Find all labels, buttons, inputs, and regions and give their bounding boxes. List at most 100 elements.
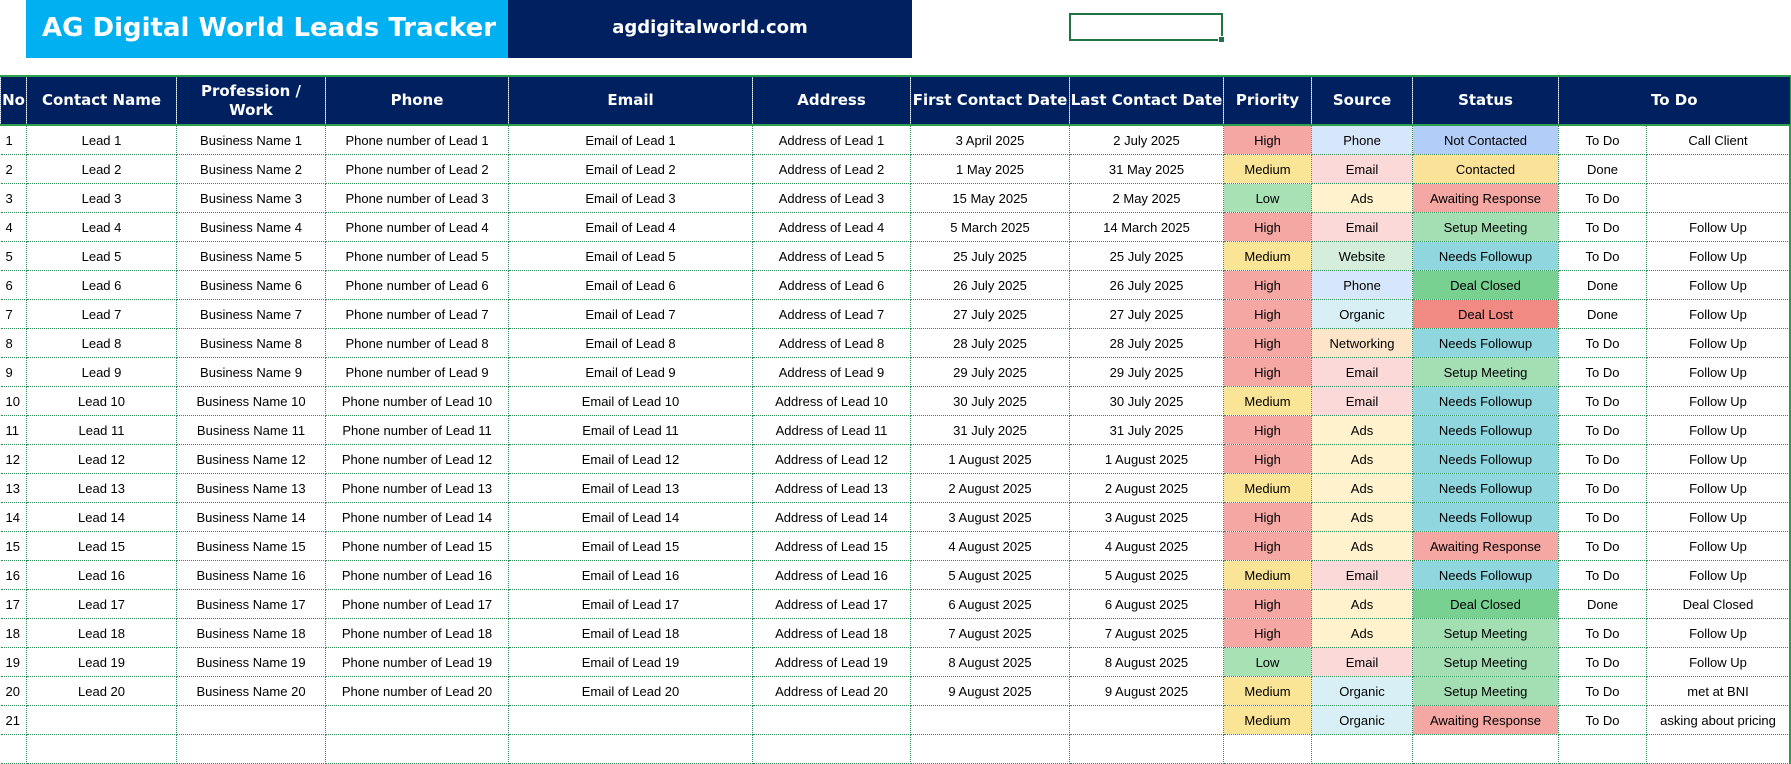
- cell-no[interactable]: 19: [0, 647, 27, 677]
- cell-status[interactable]: Setup Meeting: [1412, 647, 1559, 677]
- cell-todo[interactable]: To Do: [1558, 357, 1647, 387]
- col-header-address[interactable]: Address: [752, 77, 911, 126]
- cell-priority[interactable]: High: [1223, 125, 1312, 155]
- cell-email[interactable]: Email of Lead 19: [508, 647, 753, 677]
- cell-address[interactable]: Address of Lead 6: [752, 270, 911, 300]
- cell-contact-name[interactable]: Lead 5: [26, 241, 177, 271]
- cell-todo[interactable]: [1558, 734, 1647, 764]
- cell-address[interactable]: Address of Lead 15: [752, 531, 911, 561]
- cell-contact-name[interactable]: Lead 3: [26, 183, 177, 213]
- cell-no[interactable]: [0, 734, 27, 764]
- cell-last-contact[interactable]: 28 July 2025: [1069, 328, 1224, 358]
- cell-todo[interactable]: Done: [1558, 299, 1647, 329]
- cell-todo[interactable]: To Do: [1558, 618, 1647, 648]
- cell-note[interactable]: Follow Up: [1646, 560, 1790, 590]
- cell-address[interactable]: Address of Lead 8: [752, 328, 911, 358]
- cell-source[interactable]: Organic: [1311, 299, 1413, 329]
- cell-profession[interactable]: Business Name 6: [176, 270, 326, 300]
- cell-note[interactable]: Call Client: [1646, 125, 1790, 155]
- cell-last-contact[interactable]: 8 August 2025: [1069, 647, 1224, 677]
- cell-status[interactable]: Deal Closed: [1412, 589, 1559, 619]
- cell-last-contact[interactable]: 7 August 2025: [1069, 618, 1224, 648]
- cell-status[interactable]: Needs Followup: [1412, 415, 1559, 445]
- cell-no[interactable]: 17: [0, 589, 27, 619]
- cell-last-contact[interactable]: 25 July 2025: [1069, 241, 1224, 271]
- cell-todo[interactable]: To Do: [1558, 386, 1647, 416]
- cell-last-contact[interactable]: 30 July 2025: [1069, 386, 1224, 416]
- cell-priority[interactable]: High: [1223, 531, 1312, 561]
- cell-priority[interactable]: High: [1223, 444, 1312, 474]
- cell-note[interactable]: Follow Up: [1646, 415, 1790, 445]
- cell-contact-name[interactable]: Lead 17: [26, 589, 177, 619]
- cell-profession[interactable]: Business Name 12: [176, 444, 326, 474]
- cell-email[interactable]: Email of Lead 17: [508, 589, 753, 619]
- cell-contact-name[interactable]: Lead 15: [26, 531, 177, 561]
- cell-note[interactable]: Follow Up: [1646, 647, 1790, 677]
- cell-first-contact[interactable]: 25 July 2025: [910, 241, 1070, 271]
- cell-last-contact[interactable]: 2 July 2025: [1069, 125, 1224, 155]
- cell-email[interactable]: Email of Lead 4: [508, 212, 753, 242]
- cell-last-contact[interactable]: 31 July 2025: [1069, 415, 1224, 445]
- cell-note[interactable]: Follow Up: [1646, 618, 1790, 648]
- cell-phone[interactable]: Phone number of Lead 6: [325, 270, 509, 300]
- cell-phone[interactable]: Phone number of Lead 5: [325, 241, 509, 271]
- cell-contact-name[interactable]: Lead 14: [26, 502, 177, 532]
- cell-status[interactable]: Needs Followup: [1412, 328, 1559, 358]
- cell-phone[interactable]: Phone number of Lead 13: [325, 473, 509, 503]
- cell-source[interactable]: Website: [1311, 241, 1413, 271]
- cell-no[interactable]: 1: [0, 125, 27, 155]
- cell-first-contact[interactable]: 5 August 2025: [910, 560, 1070, 590]
- cell-last-contact[interactable]: 14 March 2025: [1069, 212, 1224, 242]
- cell-status[interactable]: [1412, 734, 1559, 764]
- cell-address[interactable]: Address of Lead 12: [752, 444, 911, 474]
- cell-source[interactable]: Email: [1311, 647, 1413, 677]
- cell-no[interactable]: 16: [0, 560, 27, 590]
- cell-priority[interactable]: High: [1223, 502, 1312, 532]
- cell-todo[interactable]: To Do: [1558, 502, 1647, 532]
- cell-address[interactable]: Address of Lead 16: [752, 560, 911, 590]
- cell-source[interactable]: Phone: [1311, 125, 1413, 155]
- cell-first-contact[interactable]: 3 August 2025: [910, 502, 1070, 532]
- col-header-priority[interactable]: Priority: [1223, 77, 1312, 126]
- cell-contact-name[interactable]: Lead 18: [26, 618, 177, 648]
- cell-note[interactable]: Follow Up: [1646, 531, 1790, 561]
- cell-email[interactable]: Email of Lead 15: [508, 531, 753, 561]
- cell-priority[interactable]: Medium: [1223, 560, 1312, 590]
- cell-status[interactable]: Needs Followup: [1412, 560, 1559, 590]
- cell-status[interactable]: Needs Followup: [1412, 502, 1559, 532]
- cell-status[interactable]: Not Contacted: [1412, 125, 1559, 155]
- cell-priority[interactable]: High: [1223, 415, 1312, 445]
- cell-contact-name[interactable]: Lead 13: [26, 473, 177, 503]
- cell-address[interactable]: Address of Lead 14: [752, 502, 911, 532]
- cell-phone[interactable]: Phone number of Lead 7: [325, 299, 509, 329]
- cell-phone[interactable]: Phone number of Lead 20: [325, 676, 509, 706]
- cell-no[interactable]: 7: [0, 299, 27, 329]
- cell-todo[interactable]: To Do: [1558, 125, 1647, 155]
- cell-no[interactable]: 5: [0, 241, 27, 271]
- cell-source[interactable]: Ads: [1311, 502, 1413, 532]
- cell-address[interactable]: Address of Lead 11: [752, 415, 911, 445]
- cell-address[interactable]: Address of Lead 18: [752, 618, 911, 648]
- cell-status[interactable]: Needs Followup: [1412, 473, 1559, 503]
- cell-phone[interactable]: [325, 734, 509, 764]
- cell-address[interactable]: Address of Lead 5: [752, 241, 911, 271]
- cell-phone[interactable]: Phone number of Lead 9: [325, 357, 509, 387]
- cell-source[interactable]: Ads: [1311, 415, 1413, 445]
- cell-profession[interactable]: Business Name 2: [176, 154, 326, 184]
- cell-profession[interactable]: Business Name 19: [176, 647, 326, 677]
- cell-profession[interactable]: [176, 734, 326, 764]
- cell-todo[interactable]: To Do: [1558, 183, 1647, 213]
- cell-phone[interactable]: Phone number of Lead 2: [325, 154, 509, 184]
- cell-note[interactable]: [1646, 183, 1790, 213]
- cell-todo[interactable]: To Do: [1558, 560, 1647, 590]
- cell-status[interactable]: Awaiting Response: [1412, 531, 1559, 561]
- col-header-profession[interactable]: Profession / Work: [176, 77, 326, 126]
- cell-note[interactable]: Follow Up: [1646, 444, 1790, 474]
- cell-source[interactable]: Email: [1311, 154, 1413, 184]
- cell-address[interactable]: Address of Lead 9: [752, 357, 911, 387]
- cell-email[interactable]: Email of Lead 11: [508, 415, 753, 445]
- cell-source[interactable]: Email: [1311, 386, 1413, 416]
- cell-todo[interactable]: Done: [1558, 270, 1647, 300]
- cell-priority[interactable]: Medium: [1223, 241, 1312, 271]
- cell-priority[interactable]: High: [1223, 299, 1312, 329]
